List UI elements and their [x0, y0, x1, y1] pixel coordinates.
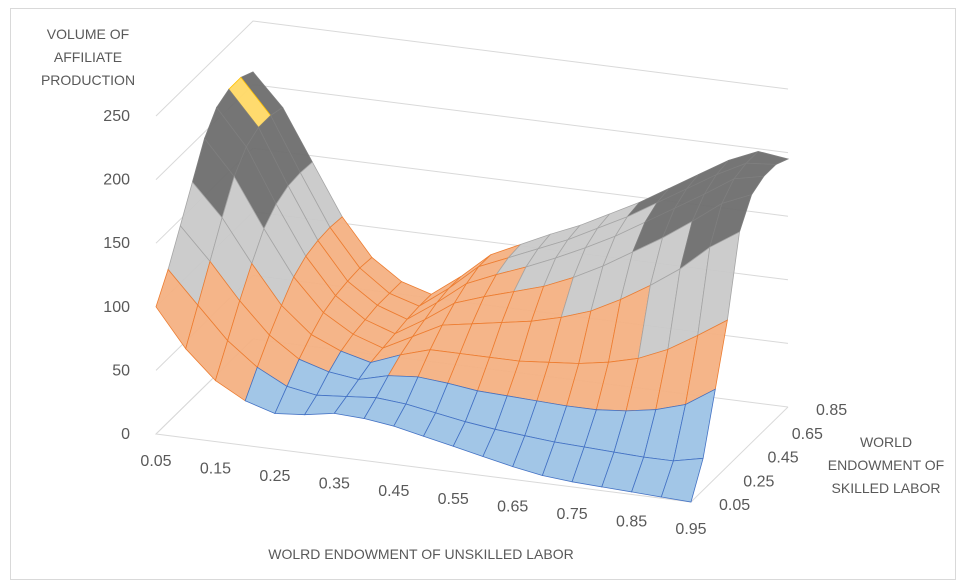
y-tick-label: 0.05 [719, 497, 750, 514]
y-axis-title-line-3: SKILLED LABOR [832, 480, 941, 496]
x-tick-label: 0.75 [557, 506, 588, 523]
z-tick-label: 150 [103, 235, 130, 252]
z-tick-label: 50 [112, 362, 130, 379]
x-tick-label: 0.15 [200, 461, 231, 478]
z-tick-label: 100 [103, 299, 130, 316]
x-tick-label: 0.45 [378, 483, 409, 500]
x-tick-label: 0.35 [319, 476, 350, 493]
z-tick-label: 200 [103, 172, 130, 189]
x-axis-title: WOLRD ENDOWMENT OF UNSKILLED LABOR [268, 546, 573, 562]
x-tick-label: 0.05 [140, 453, 171, 470]
y-tick-label: 0.65 [792, 426, 823, 443]
surface-chart: 0 50 100 150 200 250 0.05 0.15 0.25 0.35 0.45 0.55… [41, 20, 944, 562]
z-axis-title-line-1: VOLUME OF [47, 26, 129, 42]
surface-cell [660, 457, 704, 503]
y-axis-title-line-1: WORLD [860, 434, 912, 450]
chart-area: 0 50 100 150 200 250 0.05 0.15 0.25 0.35 0.45 0.55… [10, 8, 956, 580]
y-tick-label: 0.45 [768, 450, 799, 467]
surface-plot [155, 71, 790, 503]
y-axis-title-line-2: ENDOWMENT OF [828, 457, 944, 473]
z-axis-title-line-3: PRODUCTION [41, 72, 135, 88]
y-tick-label: 0.85 [816, 402, 847, 419]
y-tick-label: 0.25 [743, 473, 774, 490]
x-tick-label: 0.55 [438, 491, 469, 508]
x-tick-label: 0.95 [675, 521, 706, 538]
x-tick-label: 0.85 [616, 513, 647, 530]
z-axis-title-line-2: AFFILIATE [54, 49, 122, 65]
y-axis-ticks: 0.05 0.25 0.45 0.65 0.85 [719, 402, 847, 514]
z-axis-ticks: 0 50 100 150 200 250 [103, 108, 130, 443]
floor-edge [690, 406, 789, 503]
z-tick-label: 0 [121, 426, 130, 443]
z-gridline [155, 20, 789, 117]
z-tick-label: 250 [103, 108, 130, 125]
x-axis-ticks: 0.05 0.15 0.25 0.35 0.45 0.55 0.65 0.75 0.85 0.95 [140, 453, 706, 538]
x-tick-label: 0.25 [259, 468, 290, 485]
x-tick-label: 0.65 [497, 498, 528, 515]
